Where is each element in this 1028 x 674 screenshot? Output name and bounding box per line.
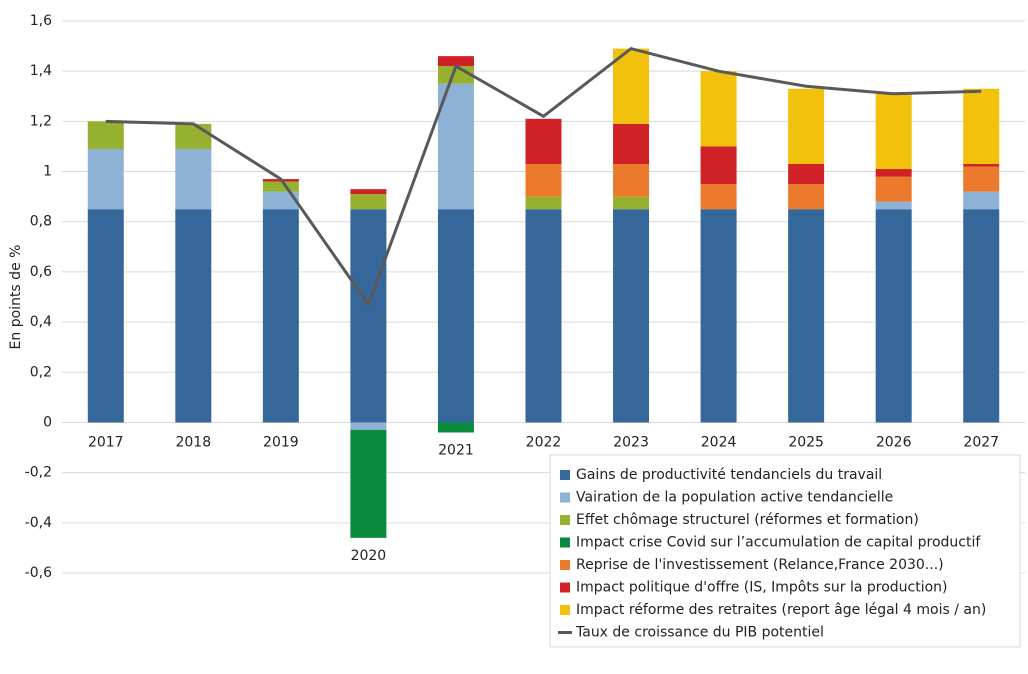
legend-swatch [560, 605, 570, 615]
y-tick-label: -0,2 [25, 465, 52, 481]
legend-label: Taux de croissance du PIB potentiel [575, 625, 824, 641]
legend-swatch [560, 492, 570, 503]
x-tick-label: 2024 [701, 434, 737, 450]
legend-swatch [560, 582, 570, 593]
y-axis-label: En points de % [8, 245, 24, 350]
bar-segment [525, 118, 562, 165]
y-tick-label: 1,6 [30, 13, 52, 29]
bar-segment [963, 164, 1000, 167]
bar-segment [175, 209, 212, 423]
bar-segment [525, 209, 562, 423]
legend-label: Impact réforme des retraites (report âge… [576, 602, 986, 618]
bar-segment [350, 429, 387, 538]
bar-segment [350, 194, 387, 210]
bar-segment [700, 209, 737, 423]
bar-segment [262, 191, 299, 210]
x-tick-label: 2017 [88, 434, 124, 450]
legend-label: Impact politique d'offre (IS, Impôts sur… [576, 580, 948, 596]
bar-segment [875, 176, 912, 202]
bar-segment [262, 209, 299, 423]
legend-label: Vairation de la population active tendan… [576, 490, 893, 506]
line-series [105, 46, 982, 308]
bar-segment [350, 209, 387, 423]
bar-segment [963, 88, 1000, 165]
bar-segment [175, 123, 212, 149]
legend-swatch [560, 537, 570, 548]
bar-segment [437, 209, 474, 423]
x-tick-label: 2020 [351, 548, 387, 564]
legend-label: Effet chômage structurel (réformes et fo… [576, 512, 919, 528]
bar-segment [875, 209, 912, 423]
y-tick-label: 0 [43, 414, 52, 430]
bar-segment [963, 191, 1000, 210]
bar-segment [788, 209, 825, 423]
bar-segment [788, 184, 825, 210]
bar-segment [437, 422, 474, 433]
x-tick-label: 2021 [438, 442, 474, 458]
x-tick-label: 2027 [963, 434, 999, 450]
x-tick-label: 2019 [263, 434, 299, 450]
bar-segment [175, 148, 212, 210]
bar-segment [875, 201, 912, 210]
bar-segment [87, 121, 124, 149]
y-tick-label: 0,6 [30, 264, 52, 280]
x-tick-label: 2018 [175, 434, 211, 450]
bar-segment [525, 196, 562, 210]
x-tick-label: 2026 [876, 434, 912, 450]
bar-segment [700, 71, 737, 147]
bar-segment [437, 83, 474, 210]
legend-label: Gains de productivité tendanciels du tra… [576, 467, 882, 483]
bar-segment [613, 123, 650, 165]
x-tick-label: 2022 [526, 434, 562, 450]
y-tick-label: 0,4 [30, 314, 52, 330]
y-tick-label: 0,8 [30, 214, 52, 230]
y-tick-label: 1,4 [30, 63, 52, 79]
legend-swatch [560, 515, 570, 525]
x-tick-label: 2023 [613, 434, 649, 450]
y-tick-label: -0,6 [25, 565, 52, 581]
bar-segment [963, 166, 1000, 192]
bar-segment [525, 164, 562, 197]
legend-swatch [560, 470, 570, 480]
bar-segment [875, 93, 912, 170]
bar-segment [700, 184, 737, 210]
legend-swatch [560, 560, 570, 570]
bar-segment [87, 148, 124, 210]
y-tick-label: -0,4 [25, 515, 52, 531]
bar-segment [963, 209, 1000, 423]
legend-box [549, 454, 1021, 648]
bar-segment [613, 48, 650, 124]
y-tick-label: 1,2 [30, 113, 52, 129]
x-tick-label: 2025 [788, 434, 824, 450]
legend-label: Reprise de l'investissement (Relance,Fra… [576, 557, 944, 573]
bar-segment [613, 196, 650, 210]
legend-label: Impact crise Covid sur l’accumulation de… [576, 535, 981, 551]
bar-segment [700, 146, 737, 185]
bar-segment [613, 164, 650, 197]
bar-segment [350, 422, 387, 430]
bar-segment [613, 209, 650, 423]
y-tick-label: 0,2 [30, 364, 52, 380]
bar-segment [875, 169, 912, 177]
bar-segment [788, 164, 825, 185]
bar-segment [437, 56, 474, 67]
bar-segment [87, 209, 124, 423]
bar-segment [350, 189, 387, 195]
y-tick-label: 1 [43, 164, 52, 180]
bar-segment [262, 181, 299, 192]
bar-segment [788, 88, 825, 165]
